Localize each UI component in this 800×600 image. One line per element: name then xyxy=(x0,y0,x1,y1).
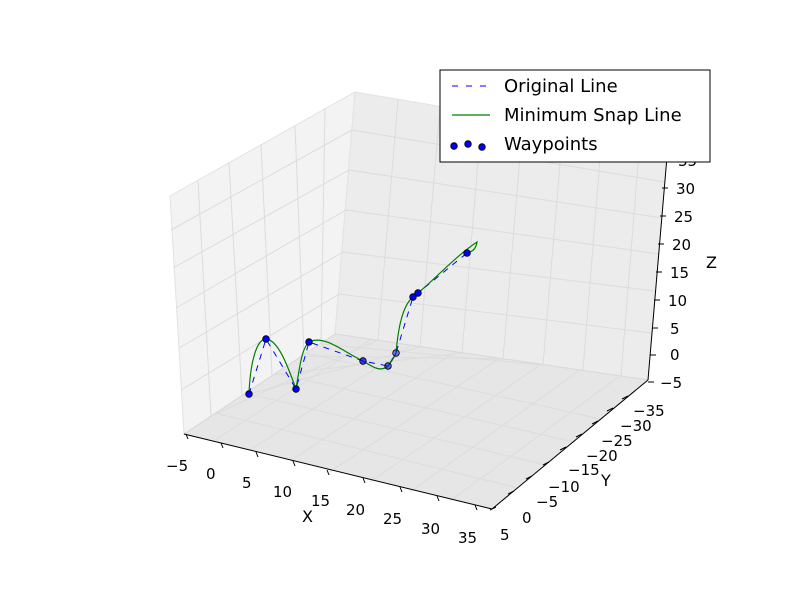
x-tick-label: 35 xyxy=(458,529,477,547)
z-tick-label: 0 xyxy=(670,346,680,364)
y-tick-label: −20 xyxy=(586,447,618,465)
x-tick-label: 0 xyxy=(206,465,216,483)
y-tick-label: −10 xyxy=(548,478,580,496)
x-tick-label: 20 xyxy=(346,501,365,519)
x-tick-labels: −5 0 5 10 15 20 25 30 35 xyxy=(166,457,477,547)
legend-label-minimum-snap-line: Minimum Snap Line xyxy=(504,105,682,126)
axis-panes xyxy=(169,91,669,510)
z-axis-line xyxy=(647,144,669,381)
z-tick-label: 10 xyxy=(668,292,687,310)
z-tick-marks xyxy=(648,159,670,383)
waypoint-marker xyxy=(392,349,400,357)
x-axis-label: X xyxy=(302,507,313,526)
z-tick-label: 20 xyxy=(672,236,691,254)
y-tick-label: 5 xyxy=(500,526,510,544)
z-tick-label: 25 xyxy=(674,208,693,226)
z-axis-label: Z xyxy=(706,253,717,272)
legend-label-waypoints: Waypoints xyxy=(504,134,598,155)
waypoint-marker xyxy=(359,357,367,365)
waypoint-marker xyxy=(262,335,270,343)
series-minimum-snap-line xyxy=(248,240,478,395)
z-tick-label: −5 xyxy=(660,374,682,392)
y-tick-label: −15 xyxy=(568,461,600,479)
waypoint-marker xyxy=(305,338,313,346)
waypoint-marker xyxy=(245,390,253,398)
z-tick-label: 5 xyxy=(670,320,680,338)
waypoint-marker xyxy=(384,362,392,370)
x-tick-label: 5 xyxy=(242,474,252,492)
waypoint-marker xyxy=(463,249,471,257)
x-tick-label: −5 xyxy=(166,457,188,475)
waypoint-marker xyxy=(292,385,300,393)
y-tick-label: −25 xyxy=(601,432,633,450)
y-tick-label: −35 xyxy=(633,402,665,420)
y-tick-marks xyxy=(489,395,629,511)
waypoint-marker xyxy=(414,289,422,297)
y-axis-label: Y xyxy=(600,471,611,490)
y-axis-line xyxy=(491,379,649,510)
x-tick-label: 25 xyxy=(383,510,402,528)
z-tick-labels: −5 0 5 10 15 20 25 30 35 xyxy=(660,152,697,392)
y-tick-labels: 5 0 −5 −10 −15 −20 −25 −30 −35 xyxy=(500,402,665,544)
x-tick-label: 15 xyxy=(311,492,330,510)
legend-swatch-waypoints xyxy=(450,140,486,151)
axis-lines xyxy=(183,144,669,510)
x-tick-label: 30 xyxy=(421,520,440,538)
y-tick-label: 0 xyxy=(522,509,532,527)
x-tick-marks xyxy=(185,433,478,511)
z-tick-label: 30 xyxy=(676,180,695,198)
legend-label-original-line: Original Line xyxy=(504,76,618,97)
x-axis-line xyxy=(183,433,493,510)
gridlines xyxy=(170,98,666,510)
z-tick-label: 15 xyxy=(670,264,689,282)
waypoint-marker xyxy=(409,293,417,301)
x-tick-label: 10 xyxy=(273,483,292,501)
y-tick-label: −5 xyxy=(536,493,558,511)
legend: Original Line Minimum Snap Line Waypoint… xyxy=(439,69,711,163)
y-tick-label: −30 xyxy=(620,417,652,435)
series-waypoints xyxy=(245,249,471,398)
